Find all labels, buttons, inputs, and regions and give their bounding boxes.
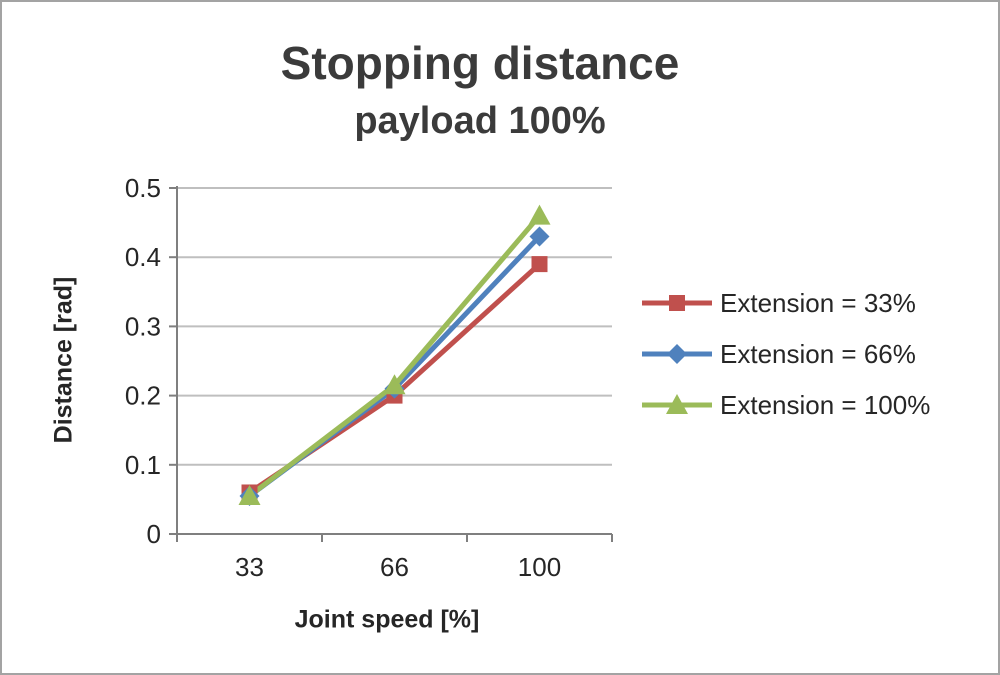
square-marker <box>531 256 548 273</box>
legend-item: Extension = 66% <box>642 336 930 372</box>
legend-label: Extension = 33% <box>720 287 916 318</box>
legend-item: Extension = 100% <box>642 387 930 423</box>
x-tick-label: 100 <box>518 552 561 582</box>
y-tick-label: 0 <box>147 519 161 549</box>
y-tick-label: 0.5 <box>125 173 161 203</box>
y-tick-label: 0.4 <box>125 242 161 272</box>
legend-key <box>642 295 712 311</box>
legend: Extension = 33% Extension = 66% Extension … <box>642 285 930 423</box>
triangle-marker <box>238 484 261 505</box>
diamond-marker <box>529 226 550 247</box>
x-tick-label: 66 <box>380 552 409 582</box>
diamond-marker <box>667 344 687 364</box>
square-marker <box>669 295 685 311</box>
triangle-marker <box>528 204 551 225</box>
y-tick-label: 0.1 <box>125 450 161 480</box>
legend-item: Extension = 33% <box>642 285 930 321</box>
x-axis-title: Joint speed [%] <box>294 605 480 634</box>
triangle-marker <box>383 374 406 395</box>
legend-label: Extension = 66% <box>720 338 916 369</box>
y-tick-label: 0.2 <box>125 381 161 411</box>
triangle-marker <box>666 394 688 414</box>
chart-subtitle: payload 100% <box>354 100 606 142</box>
y-tick-label: 0.3 <box>125 311 161 341</box>
legend-key <box>642 394 712 414</box>
series-line <box>248 234 542 498</box>
legend-label: Extension = 100% <box>720 389 931 420</box>
chart-title: Stopping distance <box>280 37 680 89</box>
x-tick-label: 33 <box>235 552 264 582</box>
legend-key <box>642 344 712 364</box>
